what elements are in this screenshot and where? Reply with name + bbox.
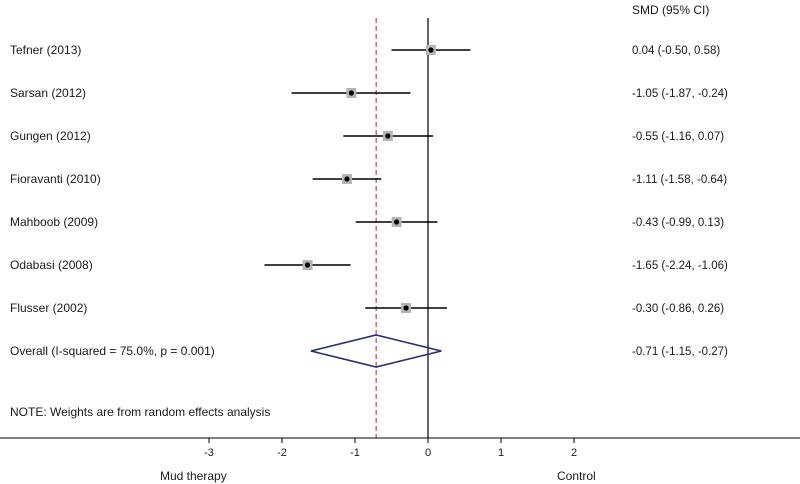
overall-ci-text: -0.71 (-1.15, -0.27) <box>632 346 728 358</box>
study-point <box>403 305 409 311</box>
study-label: Tefner (2013) <box>10 43 81 57</box>
plot-lines <box>375 18 429 438</box>
x-tick-label: -1 <box>350 447 360 459</box>
study-ci-text: 0.04 (-0.50, 0.58) <box>632 45 720 57</box>
study-rows: Tefner (2013) 0.04 (-0.50, 0.58) Sarsan (2… <box>10 43 728 315</box>
study-label: Flusser (2002) <box>10 301 87 315</box>
favours-left-label: Mud therapy <box>160 469 227 483</box>
x-tick-label: 0 <box>425 447 431 459</box>
x-tick-label: 1 <box>498 447 504 459</box>
favours-right-label: Control <box>557 469 596 483</box>
x-tick-label: 2 <box>571 447 577 459</box>
overall-diamond <box>310 334 442 368</box>
study-label: Sarsan (2012) <box>10 86 86 100</box>
effect-column-header: SMD (95% CI) <box>632 3 709 17</box>
study-point <box>344 176 350 182</box>
overall-label: Overall (I-squared = 75.0%, p = 0.001) <box>10 344 215 358</box>
study-label: Mahboob (2009) <box>10 215 98 229</box>
study-ci-text: -1.11 (-1.58, -0.64) <box>632 174 727 186</box>
study-ci-text: -0.30 (-0.86, 0.26) <box>632 303 724 315</box>
study-point <box>394 219 400 225</box>
study-point <box>428 47 434 53</box>
study-ci-text: -1.05 (-1.87, -0.24) <box>632 88 728 100</box>
study-point <box>304 262 311 268</box>
weights-note: NOTE: Weights are from random effects an… <box>10 405 270 419</box>
study-ci-text: -0.43 (-0.99, 0.13) <box>632 217 724 229</box>
study-label: Fioravanti (2010) <box>10 172 101 186</box>
study-label: Odabasi (2008) <box>10 258 93 272</box>
x-axis: -3 -2 -1 0 1 2 <box>0 437 800 459</box>
x-tick-label: -2 <box>277 447 287 459</box>
x-tick-label: -3 <box>204 447 214 459</box>
study-ci-text: -0.55 (-1.16, 0.07) <box>632 131 724 143</box>
study-label: Gungen (2012) <box>10 129 91 143</box>
study-point <box>385 133 391 139</box>
overall-row: Overall (I-squared = 75.0%, p = 0.001) -0… <box>10 334 728 368</box>
study-ci-text: -1.65 (-2.24, -1.06) <box>632 260 728 272</box>
study-point <box>348 90 354 96</box>
